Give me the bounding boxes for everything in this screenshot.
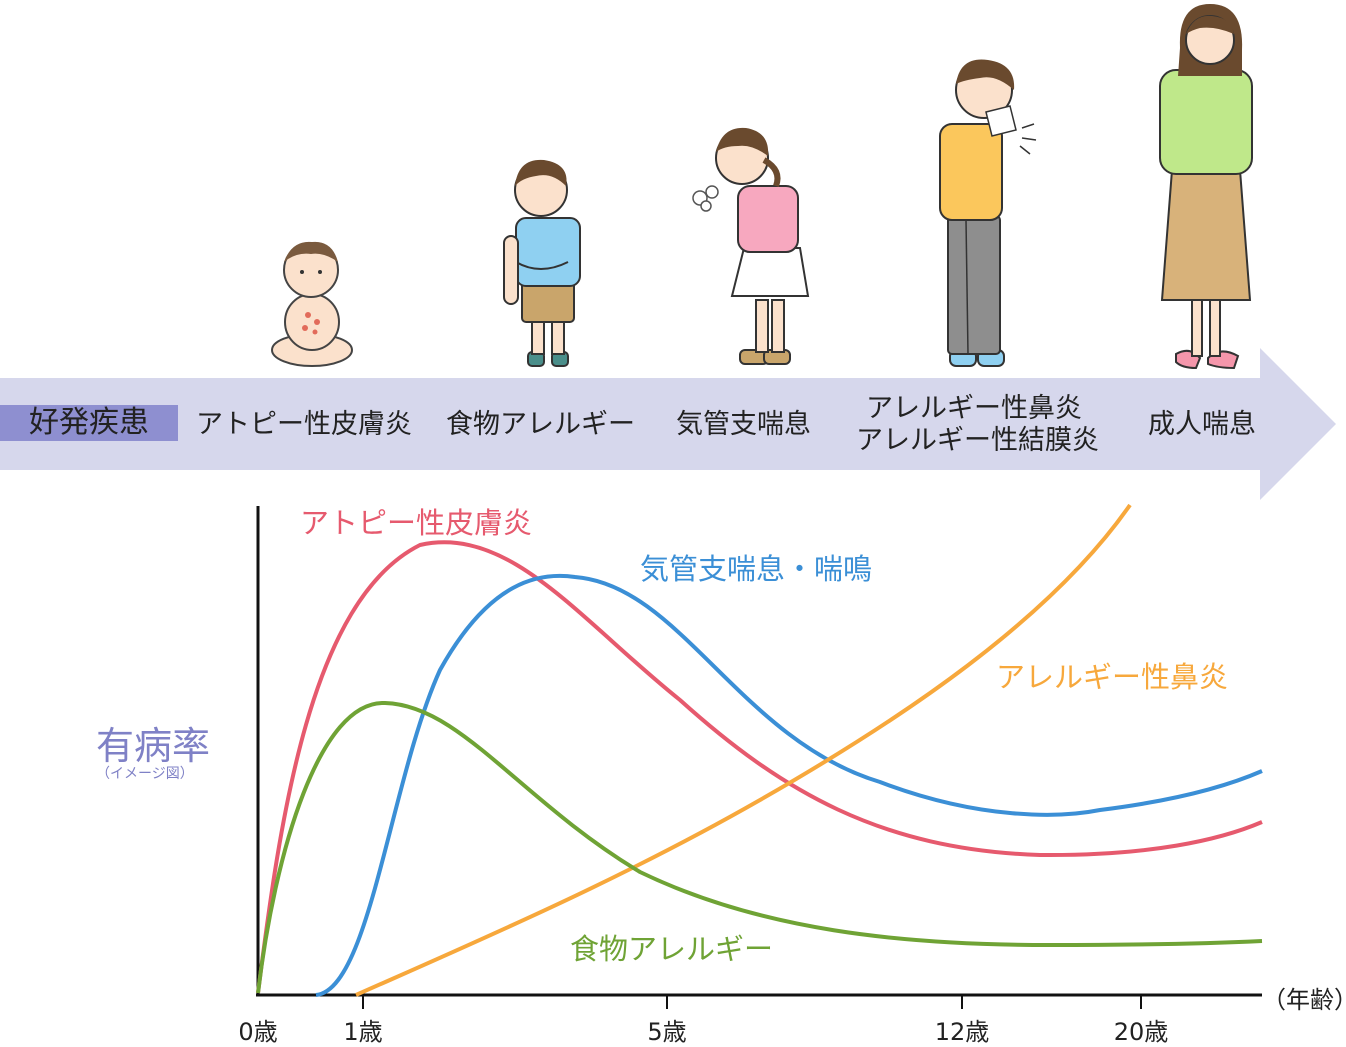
label-asthma: 気管支喘息・喘鳴 bbox=[640, 552, 873, 586]
tick-label: 0歳 bbox=[238, 1018, 278, 1046]
boy-sneezing-icon bbox=[939, 59, 1037, 367]
band-label: 好発疾患 bbox=[0, 405, 178, 441]
band-arrow bbox=[0, 348, 1336, 500]
curve-atopic-dermatitis bbox=[256, 540, 1263, 994]
y-axis-label: 有病率 bbox=[96, 724, 211, 768]
tick-label: 20歳 bbox=[1113, 1018, 1169, 1046]
stage-asthma: 気管支喘息 bbox=[676, 409, 811, 440]
woman-coughing-icon bbox=[1159, 4, 1253, 370]
tick-label: 5歳 bbox=[647, 1018, 687, 1046]
boy-scratching-arm-icon bbox=[503, 159, 581, 367]
stage-food-allergy: 食物アレルギー bbox=[446, 409, 635, 440]
y-axis-note: （イメージ図） bbox=[96, 766, 194, 782]
stage-adult-asthma: 成人喘息 bbox=[1148, 409, 1256, 440]
stage-allergic-rhinitis: アレルギー性鼻炎 bbox=[866, 393, 1082, 424]
tick-label: 1歳 bbox=[343, 1018, 383, 1046]
x-axis-unit: （年齢） bbox=[1262, 986, 1346, 1014]
label-allergic-rhinitis: アレルギー性鼻炎 bbox=[996, 660, 1229, 694]
girl-coughing-icon bbox=[692, 127, 810, 365]
chart-axes bbox=[256, 506, 1262, 1009]
baby-with-rash-icon bbox=[271, 241, 353, 367]
stage-atopic-dermatitis: アトピー性皮膚炎 bbox=[196, 409, 412, 440]
label-food-allergy: 食物アレルギー bbox=[570, 932, 774, 966]
label-atopic-dermatitis: アトピー性皮膚炎 bbox=[300, 506, 533, 540]
curve-allergic-rhinitis bbox=[355, 503, 1132, 997]
curve-asthma bbox=[315, 573, 1263, 997]
curve-food-allergy bbox=[256, 700, 1263, 994]
stage-allergic-conjunctivitis: アレルギー性結膜炎 bbox=[856, 425, 1099, 456]
tick-label: 12歳 bbox=[934, 1018, 990, 1046]
